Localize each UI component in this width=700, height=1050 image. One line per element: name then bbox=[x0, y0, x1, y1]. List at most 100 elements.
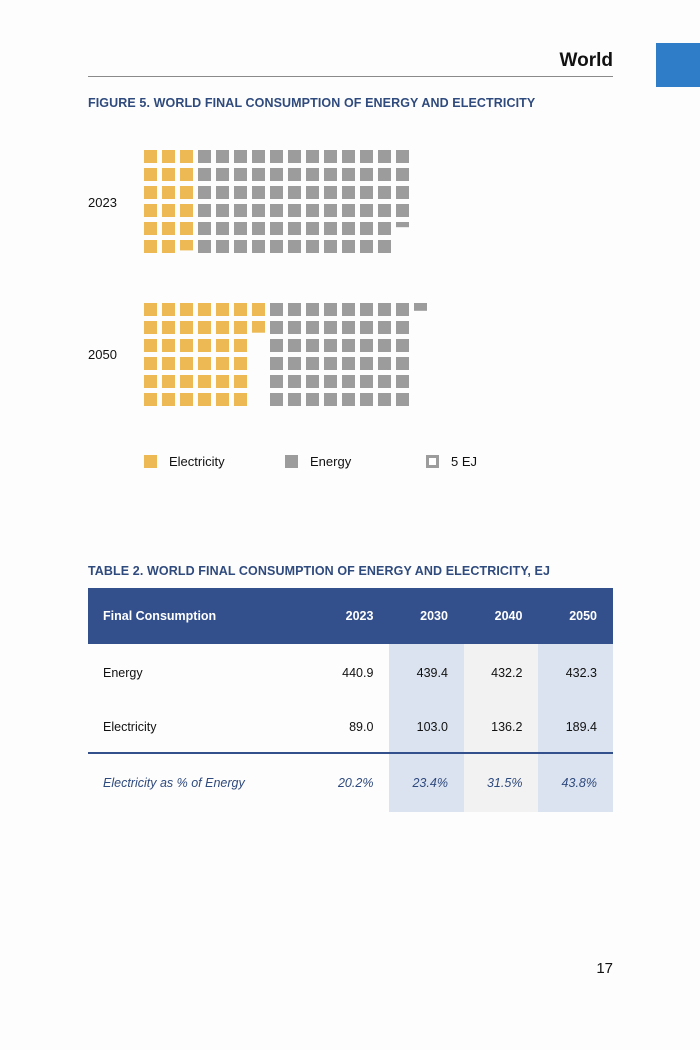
energy-2023-square bbox=[378, 204, 391, 217]
energy-2023-partial-square bbox=[396, 222, 409, 228]
electricity-2050-square bbox=[162, 303, 175, 316]
energy-2050-square bbox=[360, 357, 373, 370]
col-header-2023: 2023 bbox=[314, 588, 390, 644]
energy-2050-square bbox=[288, 393, 301, 406]
energy-2050-square bbox=[342, 357, 355, 370]
electricity-2023-square bbox=[144, 240, 157, 253]
energy-2050-square bbox=[342, 339, 355, 352]
energy-2023-square bbox=[270, 222, 283, 235]
energy-2050-square bbox=[378, 357, 391, 370]
energy-2023-square bbox=[216, 150, 229, 163]
electricity-2050-square bbox=[198, 303, 211, 316]
energy-2050-square bbox=[306, 339, 319, 352]
energy-2023-square bbox=[198, 240, 211, 253]
electricity-2050-square bbox=[162, 321, 175, 334]
table-row-energy: Energy 440.9 439.4 432.2 432.3 bbox=[88, 644, 613, 701]
electricity-2023-square bbox=[180, 168, 193, 181]
energy-2050-square bbox=[396, 339, 409, 352]
year-label-2023: 2023 bbox=[88, 195, 117, 210]
cell-2040: 136.2 bbox=[463, 701, 539, 753]
energy-2050-square bbox=[396, 393, 409, 406]
electricity-2023-square bbox=[180, 204, 193, 217]
electricity-2050-square bbox=[180, 339, 193, 352]
energy-2023-square bbox=[252, 150, 265, 163]
energy-2023-square bbox=[324, 204, 337, 217]
legend-energy-label: Energy bbox=[310, 454, 352, 469]
energy-2023-square bbox=[270, 204, 283, 217]
electricity-2050-square bbox=[234, 339, 247, 352]
electricity-2050-square bbox=[162, 357, 175, 370]
energy-2023-square bbox=[288, 186, 301, 199]
energy-2023-square bbox=[396, 168, 409, 181]
electricity-2023-square bbox=[162, 168, 175, 181]
energy-2023-square bbox=[198, 186, 211, 199]
electricity-2050-square bbox=[180, 321, 193, 334]
energy-2023-square bbox=[252, 168, 265, 181]
legend-unit: 5 EJ bbox=[426, 454, 477, 469]
energy-2050-square bbox=[378, 339, 391, 352]
energy-2023-square bbox=[396, 150, 409, 163]
electricity-2050-square bbox=[162, 393, 175, 406]
energy-2023-square bbox=[234, 240, 247, 253]
energy-2023-square bbox=[252, 186, 265, 199]
energy-2023-square bbox=[198, 168, 211, 181]
electricity-2023-square bbox=[162, 222, 175, 235]
energy-2023-square bbox=[270, 150, 283, 163]
energy-2023-square bbox=[306, 240, 319, 253]
energy-2050-partial-square bbox=[414, 303, 427, 311]
energy-2023-square bbox=[360, 240, 373, 253]
energy-2050-square bbox=[288, 339, 301, 352]
electricity-2023-square bbox=[144, 222, 157, 235]
cell-2040: 432.2 bbox=[463, 644, 539, 701]
energy-2023-square bbox=[378, 168, 391, 181]
energy-2023-square bbox=[324, 150, 337, 163]
energy-2023-square bbox=[378, 150, 391, 163]
page-header-title: World bbox=[559, 50, 613, 71]
electricity-2050-square bbox=[198, 375, 211, 388]
table-row-electricity: Electricity 89.0 103.0 136.2 189.4 bbox=[88, 701, 613, 753]
header-rule bbox=[88, 76, 613, 77]
electricity-2023-square bbox=[180, 186, 193, 199]
energy-2050-square bbox=[342, 375, 355, 388]
row-label: Electricity bbox=[103, 719, 157, 734]
energy-2050-square bbox=[270, 393, 283, 406]
energy-2023-square bbox=[342, 186, 355, 199]
energy-2023-square bbox=[324, 222, 337, 235]
section-tab bbox=[656, 43, 700, 87]
electricity-2050-square bbox=[144, 303, 157, 316]
energy-2050-square bbox=[342, 321, 355, 334]
energy-2050-square bbox=[270, 339, 283, 352]
energy-2050-square bbox=[396, 357, 409, 370]
electricity-2023-square bbox=[162, 186, 175, 199]
cell-2050: 189.4 bbox=[538, 701, 613, 753]
cell-2023: 20.2% bbox=[314, 752, 390, 812]
electricity-2050-square bbox=[216, 303, 229, 316]
electricity-2050-square bbox=[198, 393, 211, 406]
electricity-2050-square bbox=[180, 393, 193, 406]
electricity-swatch bbox=[144, 455, 157, 468]
electricity-2050-square bbox=[198, 321, 211, 334]
electricity-2050-square bbox=[234, 375, 247, 388]
energy-2023-square bbox=[360, 186, 373, 199]
energy-2023-square bbox=[270, 168, 283, 181]
energy-2050-square bbox=[378, 375, 391, 388]
energy-2050-square bbox=[270, 321, 283, 334]
energy-2023-square bbox=[342, 168, 355, 181]
electricity-2023-square bbox=[144, 204, 157, 217]
electricity-2023-square bbox=[180, 150, 193, 163]
energy-2023-square bbox=[216, 168, 229, 181]
electricity-2023-square bbox=[162, 240, 175, 253]
electricity-2023-square bbox=[180, 222, 193, 235]
electricity-2050-square bbox=[144, 393, 157, 406]
energy-2050-square bbox=[396, 303, 409, 316]
electricity-2050-square bbox=[144, 357, 157, 370]
electricity-2050-square bbox=[180, 375, 193, 388]
electricity-2050-square bbox=[162, 339, 175, 352]
electricity-2050-partial-square bbox=[252, 321, 265, 333]
energy-2023-square bbox=[360, 204, 373, 217]
legend-electricity-label: Electricity bbox=[169, 454, 225, 469]
energy-2023-square bbox=[342, 204, 355, 217]
energy-2023-square bbox=[324, 168, 337, 181]
col-header-2040: 2040 bbox=[463, 588, 539, 644]
electricity-2050-square bbox=[234, 357, 247, 370]
